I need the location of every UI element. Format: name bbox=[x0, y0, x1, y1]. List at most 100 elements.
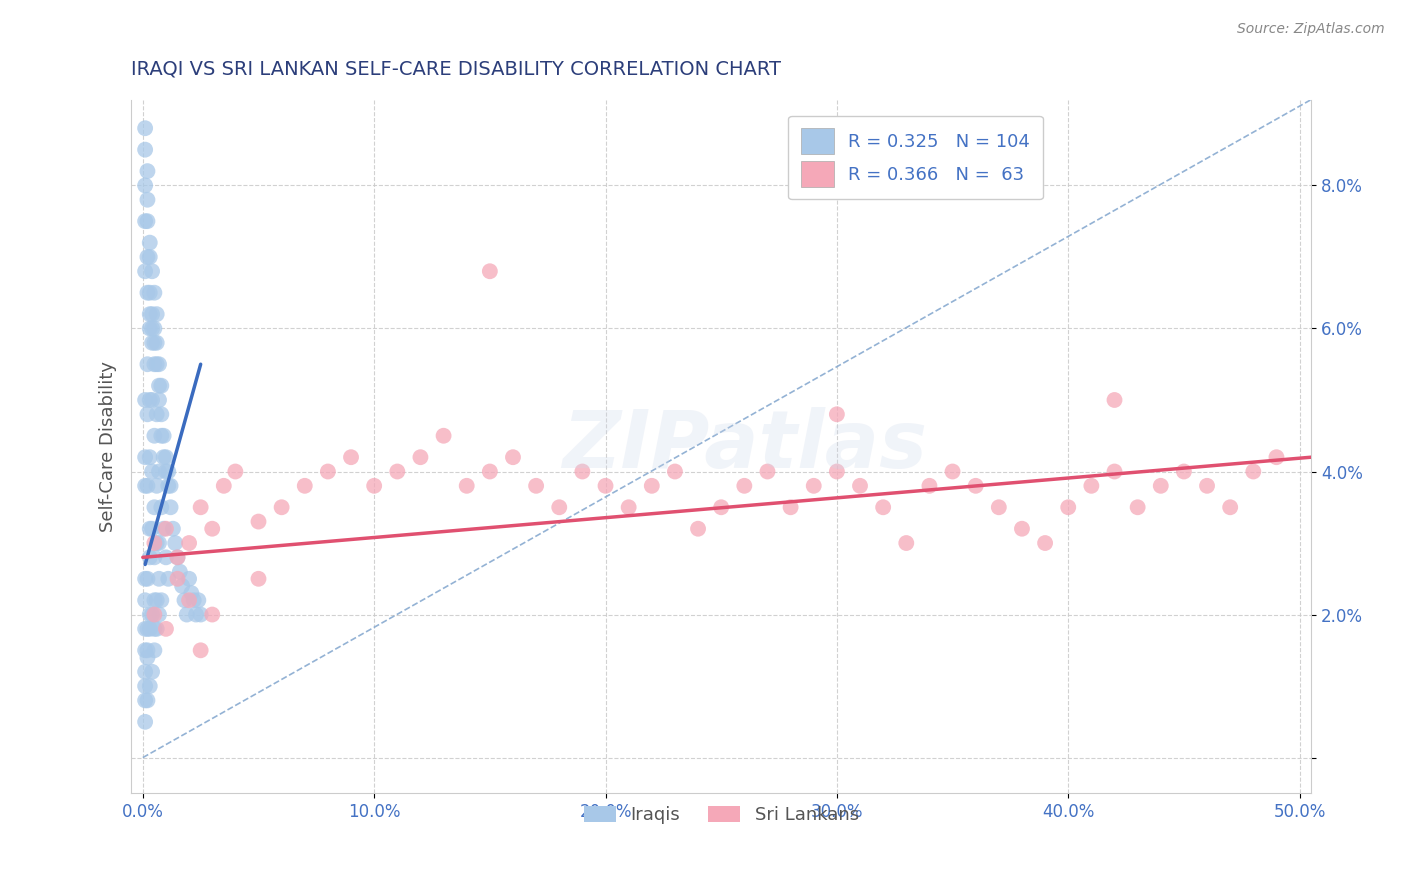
Point bbox=[139, 450, 162, 465]
Point bbox=[139, 622, 162, 636]
Point bbox=[136, 622, 159, 636]
Point bbox=[941, 465, 963, 479]
Point bbox=[571, 465, 593, 479]
Point bbox=[710, 500, 733, 515]
Point bbox=[1104, 392, 1126, 407]
Point bbox=[134, 392, 156, 407]
Point bbox=[1219, 500, 1241, 515]
Point bbox=[190, 607, 212, 622]
Point bbox=[134, 643, 156, 657]
Point bbox=[1241, 465, 1264, 479]
Point bbox=[155, 622, 177, 636]
Point bbox=[143, 643, 166, 657]
Point bbox=[190, 643, 212, 657]
Point bbox=[155, 522, 177, 536]
Point bbox=[918, 479, 941, 493]
Point bbox=[148, 378, 170, 392]
Point bbox=[270, 500, 292, 515]
Point bbox=[150, 378, 173, 392]
Point bbox=[134, 593, 156, 607]
Point bbox=[294, 479, 316, 493]
Point bbox=[157, 479, 180, 493]
Point bbox=[872, 500, 894, 515]
Point bbox=[141, 465, 163, 479]
Point bbox=[617, 500, 640, 515]
Point bbox=[733, 479, 755, 493]
Point bbox=[139, 392, 162, 407]
Point bbox=[180, 586, 202, 600]
Point bbox=[1057, 500, 1080, 515]
Point bbox=[143, 321, 166, 335]
Point bbox=[1033, 536, 1056, 550]
Point bbox=[141, 392, 163, 407]
Point bbox=[432, 429, 454, 443]
Point bbox=[136, 214, 159, 228]
Point bbox=[524, 479, 547, 493]
Y-axis label: Self-Care Disability: Self-Care Disability bbox=[100, 361, 117, 532]
Point bbox=[134, 665, 156, 679]
Point bbox=[134, 479, 156, 493]
Point bbox=[145, 622, 167, 636]
Point bbox=[139, 679, 162, 693]
Point bbox=[166, 550, 188, 565]
Point bbox=[664, 465, 686, 479]
Point bbox=[150, 407, 173, 421]
Point bbox=[134, 214, 156, 228]
Text: Source: ZipAtlas.com: Source: ZipAtlas.com bbox=[1237, 22, 1385, 37]
Point bbox=[478, 465, 501, 479]
Point bbox=[177, 536, 200, 550]
Point bbox=[141, 522, 163, 536]
Point bbox=[141, 307, 163, 321]
Point bbox=[150, 429, 173, 443]
Point bbox=[148, 607, 170, 622]
Point bbox=[139, 522, 162, 536]
Point bbox=[139, 550, 162, 565]
Point bbox=[155, 465, 177, 479]
Point bbox=[145, 357, 167, 371]
Point bbox=[157, 572, 180, 586]
Point bbox=[141, 321, 163, 335]
Point bbox=[136, 643, 159, 657]
Point bbox=[1126, 500, 1149, 515]
Point bbox=[224, 465, 246, 479]
Point bbox=[548, 500, 571, 515]
Point bbox=[136, 572, 159, 586]
Point bbox=[176, 607, 198, 622]
Point bbox=[201, 522, 224, 536]
Point bbox=[143, 357, 166, 371]
Point bbox=[173, 593, 195, 607]
Point bbox=[150, 500, 173, 515]
Point bbox=[247, 572, 270, 586]
Point bbox=[148, 536, 170, 550]
Point bbox=[456, 479, 478, 493]
Point bbox=[1265, 450, 1288, 465]
Point bbox=[136, 650, 159, 665]
Point bbox=[148, 572, 170, 586]
Point bbox=[1080, 479, 1102, 493]
Point bbox=[825, 465, 848, 479]
Point bbox=[162, 522, 184, 536]
Point bbox=[1195, 479, 1218, 493]
Point bbox=[145, 479, 167, 493]
Point bbox=[134, 264, 156, 278]
Point bbox=[143, 500, 166, 515]
Point bbox=[172, 579, 194, 593]
Point bbox=[502, 450, 524, 465]
Legend: Iraqis, Sri Lankans: Iraqis, Sri Lankans bbox=[575, 797, 868, 833]
Point bbox=[143, 622, 166, 636]
Point bbox=[387, 465, 409, 479]
Point bbox=[134, 121, 156, 136]
Text: ZIPatlas: ZIPatlas bbox=[562, 408, 928, 485]
Point bbox=[155, 450, 177, 465]
Point bbox=[145, 407, 167, 421]
Point bbox=[143, 593, 166, 607]
Point bbox=[159, 479, 181, 493]
Point bbox=[1011, 522, 1033, 536]
Point bbox=[139, 321, 162, 335]
Point bbox=[145, 335, 167, 350]
Point bbox=[139, 607, 162, 622]
Point bbox=[143, 285, 166, 300]
Point bbox=[136, 357, 159, 371]
Point bbox=[134, 178, 156, 193]
Point bbox=[363, 479, 385, 493]
